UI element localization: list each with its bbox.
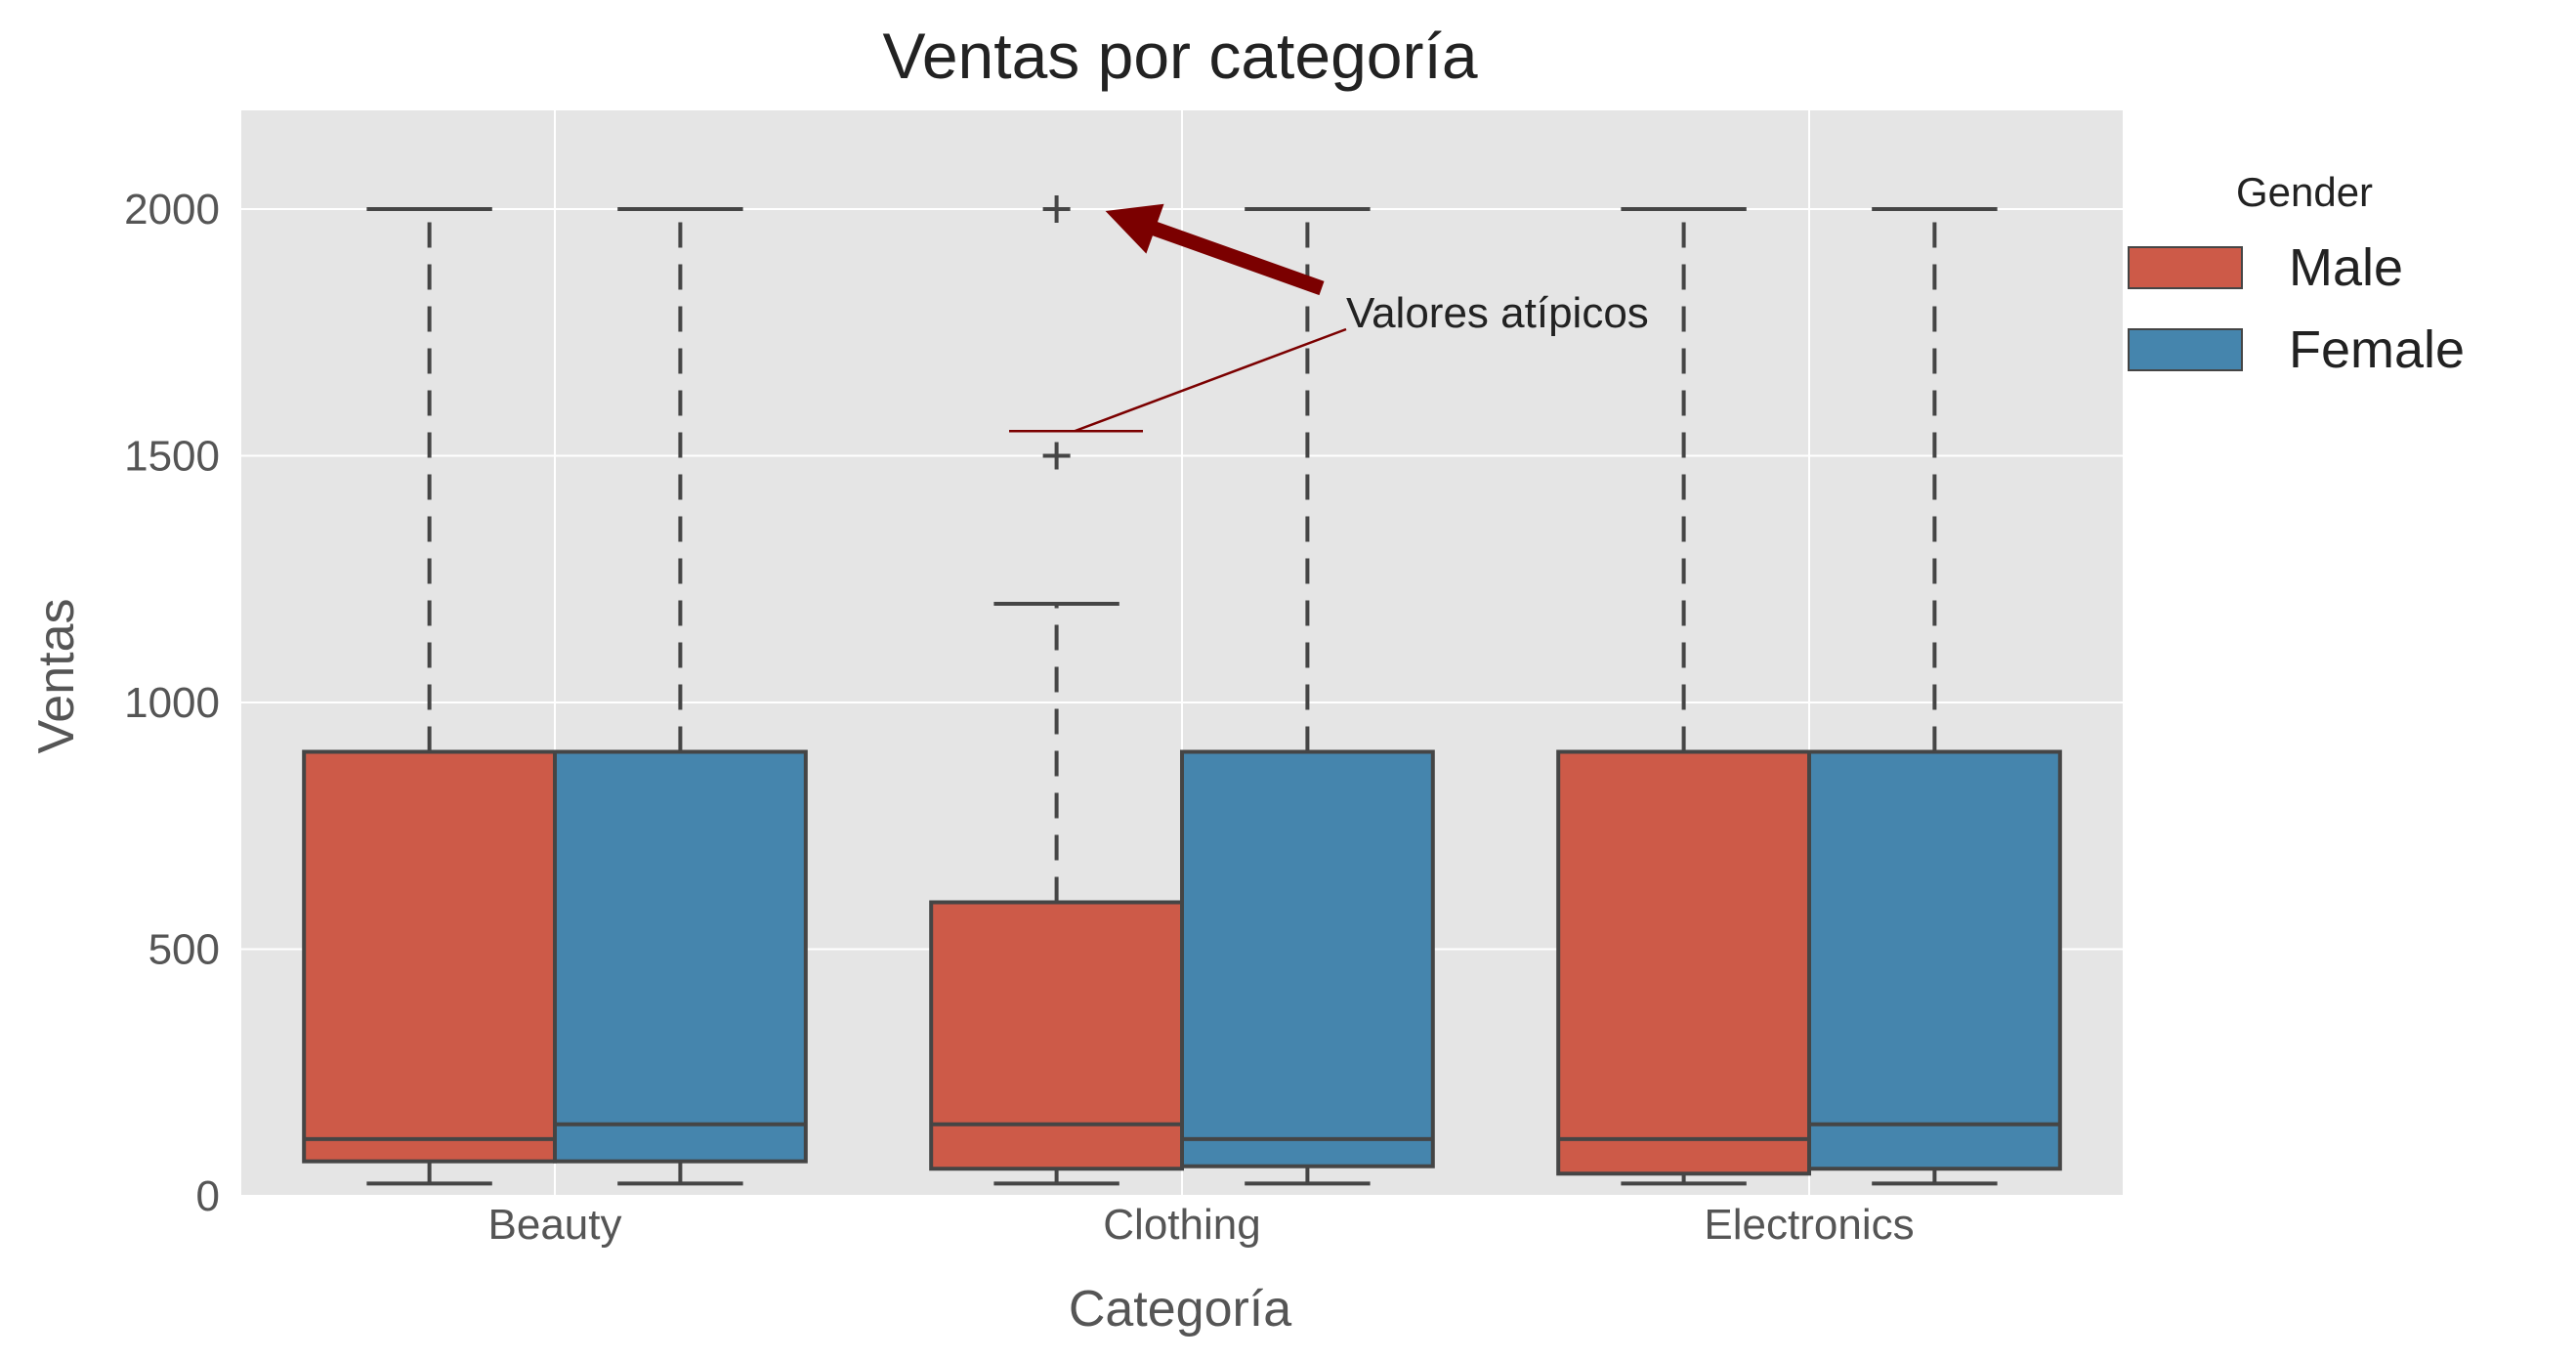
box-body: [302, 749, 557, 1164]
box-series: [302, 195, 2062, 1186]
annotation-text: Valores atípicos: [1346, 289, 1649, 337]
annotation: Valores atípicos: [1009, 203, 1649, 433]
y-tick-label: 2000: [124, 186, 220, 234]
box-body: [1556, 749, 1811, 1176]
box-male-beauty: [302, 207, 557, 1186]
x-axis-label: Categoría: [1069, 1281, 1291, 1338]
outlier-marker: [1042, 442, 1071, 470]
legend: Gender Male Female: [2128, 169, 2465, 379]
outlier-marker: [1042, 195, 1071, 223]
box-body: [1180, 749, 1435, 1169]
legend-label-female: Female: [2289, 320, 2465, 379]
y-tick-label: 1000: [124, 679, 220, 727]
legend-swatch-male: [2128, 246, 2243, 289]
box-male-clothing: [929, 195, 1184, 1186]
y-tick-label: 500: [148, 926, 220, 974]
legend-label-male: Male: [2289, 238, 2403, 297]
box-body: [929, 900, 1184, 1171]
x-axis-ticks: Beauty Clothing Electronics: [488, 1201, 1915, 1249]
box-female-clothing: [1180, 207, 1435, 1186]
y-tick-label: 0: [196, 1172, 220, 1220]
x-tick-label: Clothing: [1103, 1201, 1260, 1249]
y-axis-label: Ventas: [28, 598, 85, 753]
legend-swatch-female: [2128, 328, 2243, 371]
chart-title: Ventas por categoría: [882, 20, 1477, 92]
box-male-electronics: [1556, 207, 1811, 1186]
annotation-connector: [1074, 327, 1347, 433]
annotation-arrow: [1105, 203, 1325, 296]
box-body: [553, 749, 808, 1164]
box-female-electronics: [1807, 207, 2062, 1186]
box-body: [1807, 749, 2062, 1171]
box-female-beauty: [553, 207, 808, 1186]
legend-title: Gender: [2236, 169, 2373, 215]
y-axis-ticks: 0 500 1000 1500 2000: [124, 186, 220, 1220]
x-tick-label: Beauty: [488, 1201, 622, 1249]
y-tick-label: 1500: [124, 433, 220, 481]
x-tick-label: Electronics: [1704, 1201, 1914, 1249]
